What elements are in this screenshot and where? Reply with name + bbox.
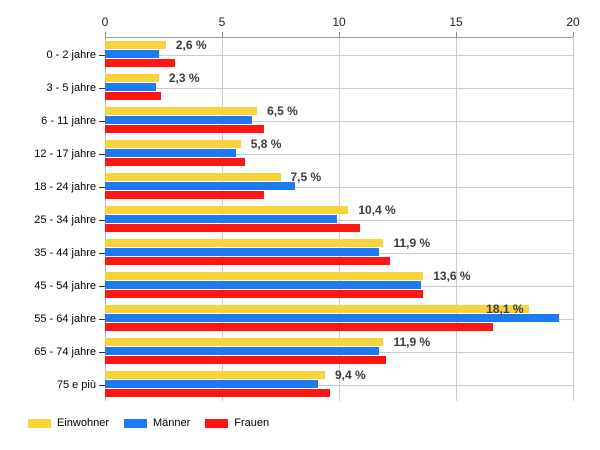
bar-einwohner <box>105 40 166 49</box>
bar-einwohner <box>105 139 241 148</box>
bar-frauen <box>105 223 361 232</box>
legend-swatch-icon <box>28 418 51 428</box>
bar-frauen <box>105 190 265 199</box>
bar-m-nner <box>105 82 157 91</box>
bar-frauen <box>105 289 424 298</box>
bar-frauen <box>105 124 265 133</box>
bar-einwohner <box>105 205 349 214</box>
bar-m-nner <box>105 280 421 289</box>
category-label: 6 - 11 jahre <box>41 114 96 127</box>
legend-swatch-icon <box>205 418 229 428</box>
category-tick-mark <box>99 252 105 254</box>
category-label: 75 e più <box>56 378 96 391</box>
category-tick-mark <box>99 87 105 89</box>
x-tick-mark <box>573 32 574 37</box>
bar-einwohner <box>105 172 281 181</box>
plot-area: 0 5 10 15 20 0 - 2 jahre 2,6 % 3 - 5 jahre 2,3 %… <box>34 15 580 401</box>
legend: Einwohner Männer Frauen <box>28 417 269 429</box>
x-tick-mark <box>339 32 340 37</box>
x-tick-mark <box>222 32 223 37</box>
x-tick-label: 15 <box>449 15 463 29</box>
legend-swatch-icon <box>123 418 147 428</box>
bar-m-nner <box>105 214 337 223</box>
value-annotation: 18,1 % <box>486 301 524 316</box>
row-gridline <box>105 219 573 221</box>
bar-einwohner <box>105 73 159 82</box>
category-tick-mark <box>99 318 105 320</box>
bar-m-nner <box>105 247 379 256</box>
x-tick-label: 5 <box>218 15 226 29</box>
category-label: 18 - 24 jahre <box>34 180 96 193</box>
bar-einwohner <box>105 337 384 346</box>
row-gridline <box>105 54 573 56</box>
category-label: 35 - 44 jahre <box>34 246 96 259</box>
bar-frauen <box>105 322 494 331</box>
bar-m-nner <box>105 49 159 58</box>
bar-m-nner <box>105 379 318 388</box>
bar-einwohner <box>105 271 424 280</box>
category-label: 65 - 74 jahre <box>34 345 96 358</box>
value-annotation: 13,6 % <box>433 268 471 283</box>
value-annotation: 6,5 % <box>267 103 298 118</box>
row-gridline <box>105 87 573 89</box>
row-gridline <box>105 120 573 122</box>
category-label: 12 - 17 jahre <box>34 147 96 160</box>
category-tick-mark <box>99 186 105 188</box>
bar-m-nner <box>105 148 237 157</box>
bar-m-nner <box>105 346 379 355</box>
bar-frauen <box>105 355 386 364</box>
legend-label: Frauen <box>234 417 270 429</box>
category-tick-mark <box>99 351 105 353</box>
category-tick-mark <box>99 384 105 386</box>
category-label: 45 - 54 jahre <box>34 279 96 292</box>
category-label: 0 - 2 jahre <box>46 48 96 61</box>
category-tick-mark <box>99 120 105 122</box>
x-tick-label: 20 <box>566 15 580 29</box>
bar-m-nner <box>105 115 253 124</box>
bar-einwohner <box>105 304 529 313</box>
value-annotation: 2,6 % <box>175 37 207 52</box>
category-label: 25 - 34 jahre <box>34 213 96 226</box>
row-gridline <box>105 384 573 386</box>
category-tick-mark <box>99 219 105 221</box>
value-annotation: 10,4 % <box>358 202 396 217</box>
category-tick-mark <box>99 54 105 56</box>
bar-einwohner <box>105 370 325 379</box>
x-tick-mark <box>456 32 457 37</box>
legend-item: Männer <box>123 417 191 429</box>
bar-frauen <box>105 256 391 265</box>
value-annotation: 11,9 % <box>393 235 431 250</box>
category-tick-mark <box>99 285 105 287</box>
value-annotation: 5,8 % <box>250 136 282 151</box>
row-gridline <box>105 186 573 188</box>
value-annotation: 2,3 % <box>168 70 200 85</box>
value-annotation: 9,4 % <box>334 367 366 382</box>
x-tick-label: 0 <box>101 15 109 29</box>
bar-frauen <box>105 91 162 100</box>
bar-einwohner <box>105 106 258 115</box>
value-annotation: 11,9 % <box>393 334 431 349</box>
legend-label: Männer <box>152 417 191 429</box>
bar-frauen <box>105 58 176 67</box>
legend-label: Einwohner <box>57 417 109 429</box>
bar-frauen <box>105 388 330 397</box>
category-tick-mark <box>99 153 105 155</box>
x-tick-label: 10 <box>332 15 346 29</box>
category-label: 55 - 64 jahre <box>34 312 96 325</box>
x-gridline <box>573 38 574 401</box>
legend-item: Einwohner <box>28 417 109 429</box>
row-gridline <box>105 153 573 155</box>
bar-frauen <box>105 157 246 166</box>
value-annotation: 7,5 % <box>290 169 322 184</box>
bar-m-nner <box>105 313 559 322</box>
bar-m-nner <box>105 181 295 190</box>
bar-einwohner <box>105 238 384 247</box>
x-tick-mark <box>105 32 106 37</box>
legend-item: Frauen <box>205 417 269 429</box>
category-label: 3 - 5 jahre <box>46 81 96 94</box>
